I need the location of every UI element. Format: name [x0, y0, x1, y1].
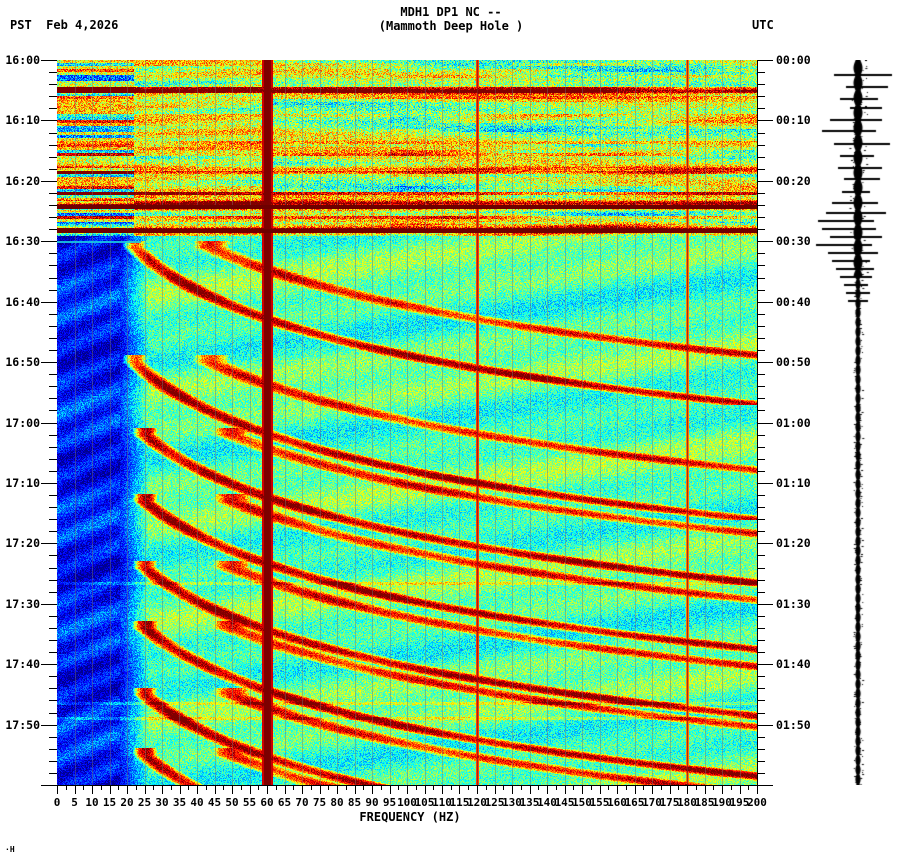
y-axis-right-tick-00-10: 00:10 — [776, 113, 811, 128]
y-axis-left-tick-17-20: 17:20 — [5, 536, 40, 551]
header-date: Feb 4,2026 — [46, 18, 119, 32]
y-axis-left-tick-16-50: 16:50 — [5, 355, 40, 370]
y-axis-left-tick-16-40: 16:40 — [5, 294, 40, 309]
y-axis-right-tick-01-00: 01:00 — [776, 415, 811, 430]
x-axis-tick-55: 55 — [242, 796, 257, 809]
x-axis-tick-160: 160 — [607, 796, 627, 809]
x-axis-tick-150: 150 — [572, 796, 592, 809]
spectrogram-plot[interactable] — [57, 60, 757, 785]
x-axis-tick-45: 45 — [207, 796, 222, 809]
x-axis-tick-50: 50 — [225, 796, 239, 809]
x-axis-tick-75: 75 — [312, 796, 327, 809]
x-axis-tick-125: 125 — [484, 796, 505, 809]
corner-artifact-mark: ·H — [5, 845, 15, 854]
x-axis-tick-65: 65 — [277, 796, 292, 809]
y-axis-right-tick-01-20: 01:20 — [776, 536, 811, 551]
y-axis-right-tick-01-10: 01:10 — [776, 475, 811, 490]
header-timezone-left: PST — [10, 18, 32, 32]
x-axis-tick-190: 190 — [712, 796, 732, 809]
x-axis-tick-25: 25 — [137, 796, 152, 809]
x-axis-tick-135: 135 — [519, 796, 540, 809]
x-axis-tick-70: 70 — [295, 796, 309, 809]
y-axis-left-tick-17-40: 17:40 — [5, 657, 40, 672]
spectrogram-canvas[interactable] — [57, 60, 757, 785]
header-station-line: MDH1 DP1 NC -- — [400, 5, 502, 19]
x-axis-tick-40: 40 — [190, 796, 204, 809]
x-axis-tick-130: 130 — [502, 796, 522, 809]
x-axis-tick-10: 10 — [85, 796, 99, 809]
x-axis-tick-155: 155 — [589, 796, 610, 809]
x-axis-tick-115: 115 — [449, 796, 470, 809]
x-axis-title: FREQUENCY (HZ) — [359, 810, 461, 824]
y-axis-right-tick-00-30: 00:30 — [776, 234, 811, 249]
y-axis-right-tick-01-40: 01:40 — [776, 657, 811, 672]
header-left-timezone-date: PST Feb 4,2026 — [10, 18, 118, 32]
y-axis-right-tick-00-40: 00:40 — [776, 294, 811, 309]
x-axis-tick-60: 60 — [260, 796, 274, 809]
x-axis-tick-195: 195 — [729, 796, 750, 809]
x-axis-tick-185: 185 — [694, 796, 715, 809]
header-station-name: (Mammoth Deep Hole ) — [378, 19, 524, 33]
x-axis-tick-20: 20 — [120, 796, 134, 809]
x-axis-tick-100: 100 — [397, 796, 417, 809]
x-axis-tick-95: 95 — [382, 796, 397, 809]
header-timezone-right: UTC — [752, 18, 774, 32]
y-axis-left-tick-16-10: 16:10 — [5, 113, 40, 128]
x-axis-tick-140: 140 — [537, 796, 557, 809]
x-axis-tick-30: 30 — [155, 796, 169, 809]
y-axis-left-tick-17-10: 17:10 — [5, 475, 40, 490]
y-axis-left-tick-16-20: 16:20 — [5, 173, 40, 188]
x-axis-tick-90: 90 — [365, 796, 379, 809]
x-axis-tick-105: 105 — [414, 796, 435, 809]
y-axis-right-tick-00-00: 00:00 — [776, 53, 811, 67]
y-axis-left-tick-16-00: 16:00 — [5, 53, 40, 67]
x-axis-tick-15: 15 — [102, 796, 117, 809]
x-axis-tick-110: 110 — [432, 796, 452, 809]
y-axis-left-tick-17-50: 17:50 — [5, 717, 40, 732]
y-axis-right-tick-01-30: 01:30 — [776, 596, 811, 611]
x-axis-tick-35: 35 — [172, 796, 187, 809]
x-axis-tick-200: 200 — [747, 796, 767, 809]
x-axis-tick-0: 0 — [53, 796, 61, 809]
x-axis-tick-120: 120 — [467, 796, 487, 809]
seismogram-trace — [812, 60, 900, 785]
y-axis-left-tick-17-30: 17:30 — [5, 596, 40, 611]
y-axis-right-tick-01-50: 01:50 — [776, 717, 811, 732]
x-axis-tick-145: 145 — [554, 796, 575, 809]
x-axis-tick-165: 165 — [624, 796, 645, 809]
seismogram-canvas — [812, 60, 900, 785]
x-axis-tick-170: 170 — [642, 796, 662, 809]
x-axis-tick-85: 85 — [347, 796, 362, 809]
x-axis-tick-180: 180 — [677, 796, 697, 809]
y-axis-left-tick-17-00: 17:00 — [5, 415, 40, 430]
y-axis-left-tick-16-30: 16:30 — [5, 234, 40, 249]
y-axis-right-tick-00-20: 00:20 — [776, 173, 811, 188]
x-axis-tick-5: 5 — [71, 796, 78, 809]
x-axis-tick-175: 175 — [659, 796, 680, 809]
y-axis-right-tick-00-50: 00:50 — [776, 355, 811, 370]
x-axis-tick-80: 80 — [330, 796, 344, 809]
